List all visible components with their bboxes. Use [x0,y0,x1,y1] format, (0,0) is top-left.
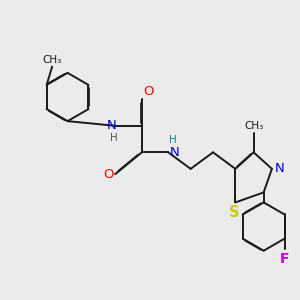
Text: O: O [103,168,113,181]
Text: N: N [169,146,179,159]
Text: F: F [280,252,289,266]
Text: H: H [169,135,177,145]
Text: N: N [106,119,116,132]
Text: O: O [143,85,154,98]
Text: CH₃: CH₃ [244,121,263,131]
Text: CH₃: CH₃ [43,55,62,64]
Text: N: N [274,162,284,175]
Text: H: H [110,133,118,143]
Text: S: S [229,205,239,220]
